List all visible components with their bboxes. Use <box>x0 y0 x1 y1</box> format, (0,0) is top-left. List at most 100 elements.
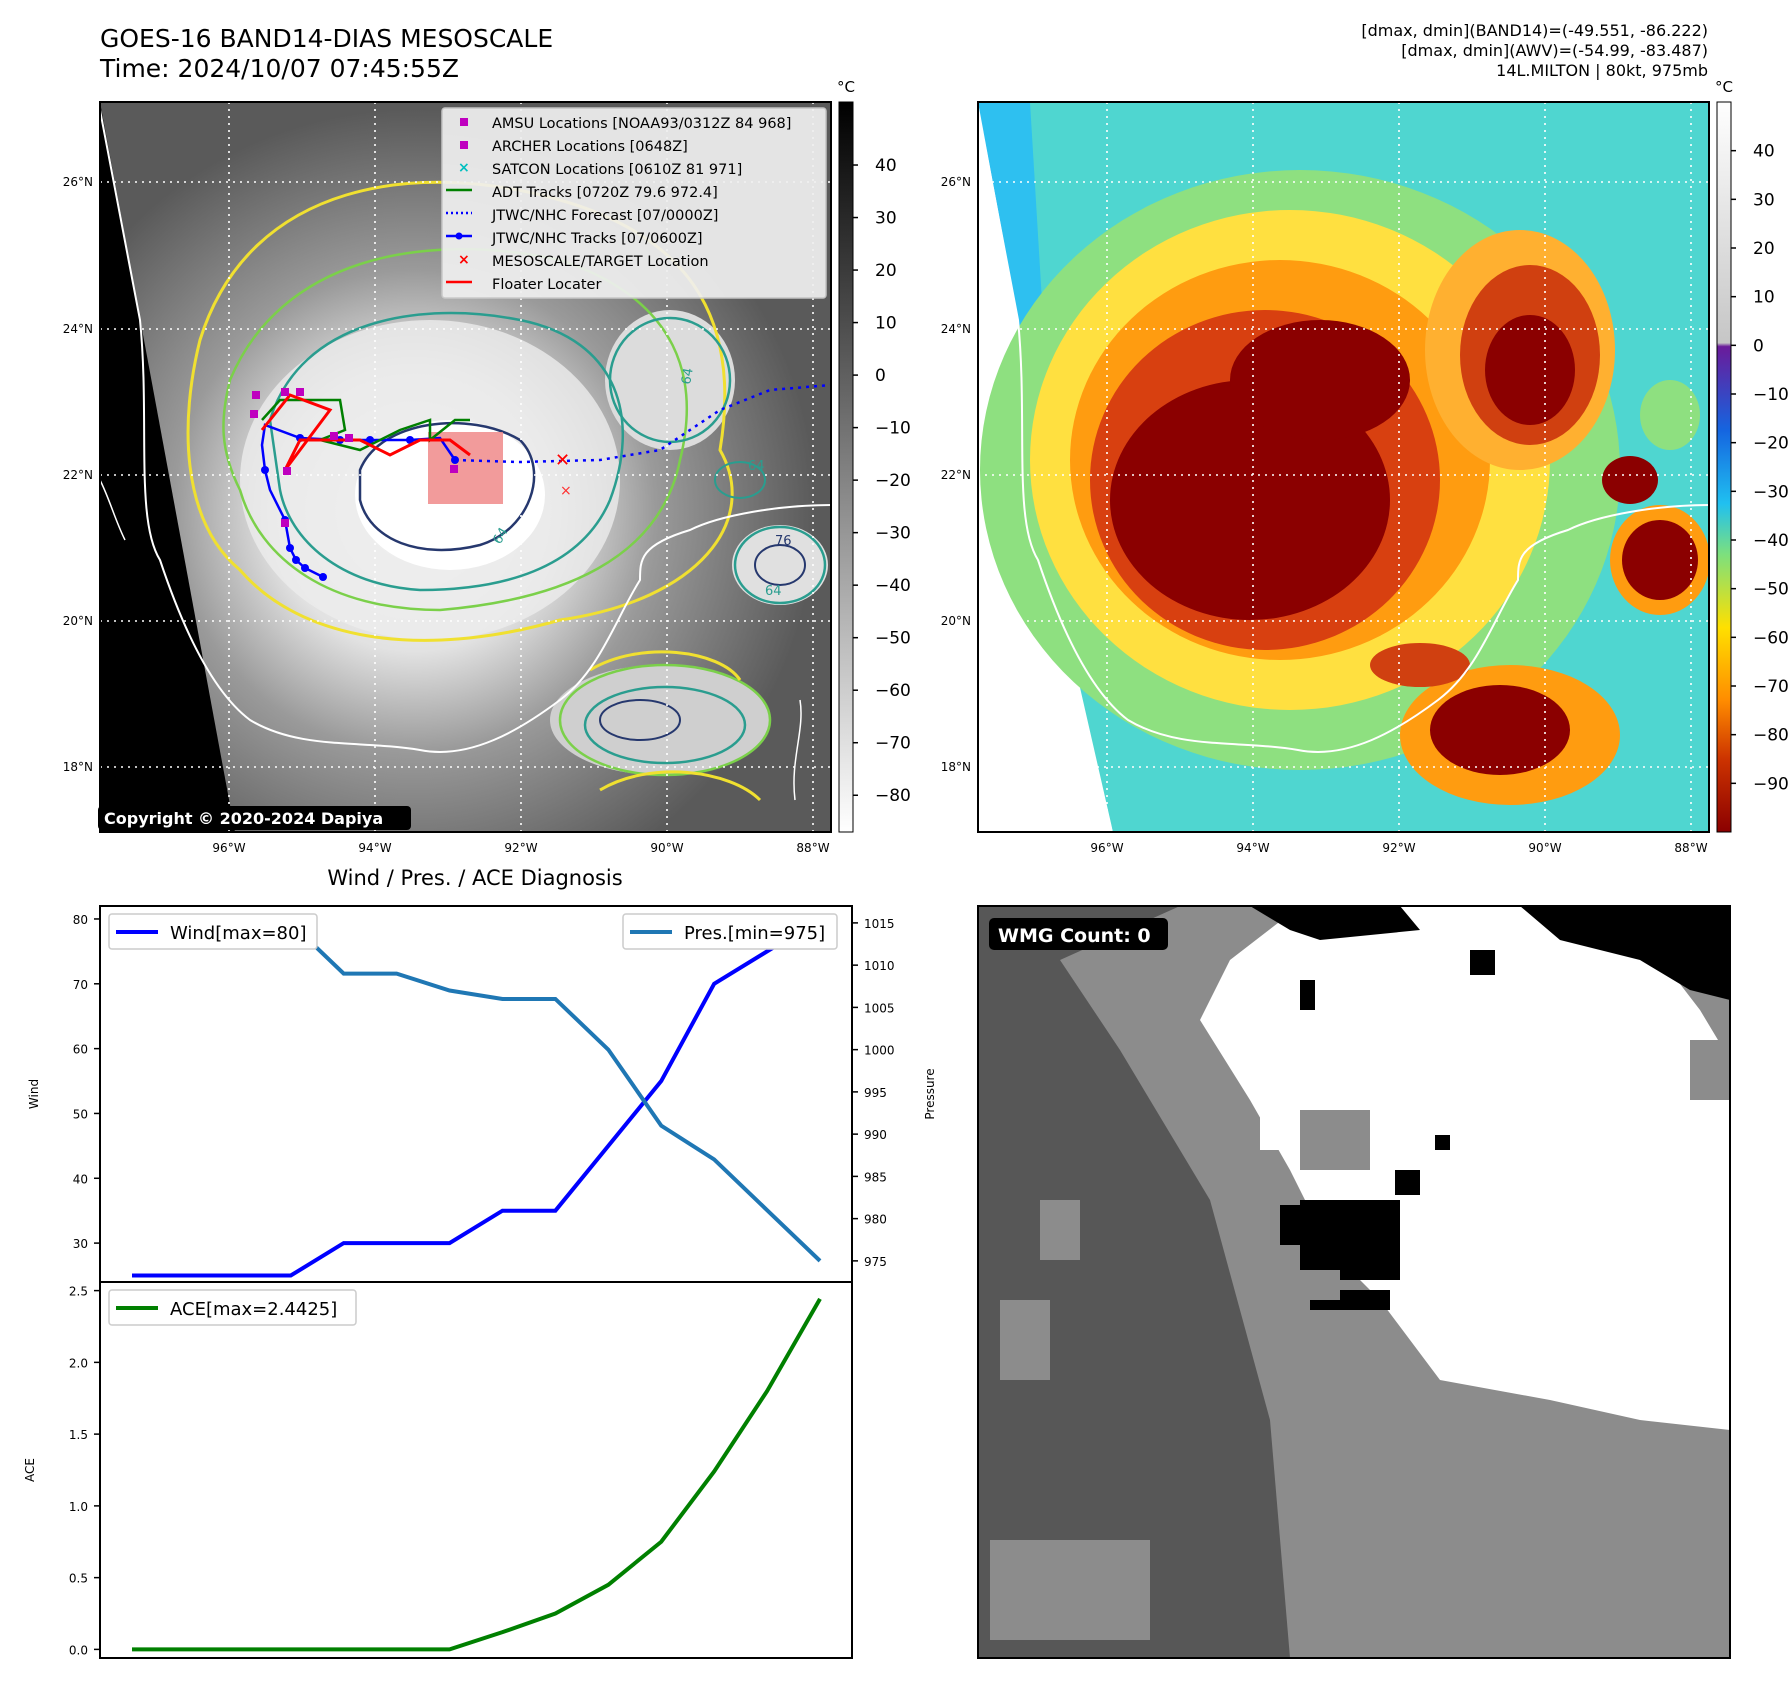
ir-map-frame <box>99 101 832 833</box>
pressure-tick-label: 990 <box>864 1128 887 1142</box>
colorbar-tick-label: −30 <box>1753 482 1789 502</box>
info-line: [dmax, dmin](BAND14)=(-49.551, -86.222) <box>1361 21 1708 40</box>
colorbar-tick-label: −60 <box>1753 628 1789 648</box>
info-line: [dmax, dmin](AWV)=(-54.99, -83.487) <box>1401 41 1708 60</box>
wind-series-line <box>132 917 822 1278</box>
colorbar-tick-label: 40 <box>875 156 897 176</box>
colorbar-tick-label: −10 <box>875 419 911 439</box>
best-track <box>260 423 457 579</box>
contour-navy <box>358 421 536 552</box>
lon-tick-label: 90°W <box>1528 841 1561 855</box>
colorbar-tick-label: 40 <box>1753 142 1775 162</box>
colorbar-tick-label: −80 <box>1753 726 1789 746</box>
wind-tick-label: 50 <box>73 1107 88 1121</box>
colorbar-tick-label: 30 <box>1753 190 1775 210</box>
colorbar-tick-label: −70 <box>875 734 911 754</box>
lon-tick-label: 92°W <box>1382 841 1415 855</box>
lat-tick-label: 26°N <box>941 175 971 189</box>
info-line: 14L.MILTON | 80kt, 975mb <box>1496 61 1708 80</box>
colorbar-tick-label: −30 <box>875 524 911 544</box>
lon-tick-label: 94°W <box>1236 841 1269 855</box>
legend-entry: JTWC/NHC Tracks [07/0600Z] <box>491 231 703 247</box>
lat-tick-label: 26°N <box>63 175 93 189</box>
pressure-tick-label: 1015 <box>864 917 895 931</box>
colorbar-tick-label: −20 <box>875 471 911 491</box>
colorbar-tick-label: −20 <box>1753 434 1789 454</box>
wind-tick-label: 80 <box>73 913 88 927</box>
legend-satcon-marker: × <box>458 160 470 176</box>
coastline <box>100 109 831 753</box>
ace-tick-label: 2.5 <box>69 1285 88 1299</box>
lat-tick-label: 18°N <box>941 760 971 774</box>
lon-tick-label: 92°W <box>504 841 537 855</box>
colorbar-tick-label: −90 <box>1753 774 1789 794</box>
lon-tick-label: 88°W <box>1674 841 1707 855</box>
lat-tick-label: 24°N <box>63 322 93 336</box>
adt-track <box>261 398 470 452</box>
copyright-badge: Copyright © 2020-2024 Dapiya <box>98 806 411 830</box>
colorbar-tick-label: 30 <box>875 209 897 229</box>
colorbar-tick-label: 0 <box>1753 336 1764 356</box>
legend-entry: JTWC/NHC Forecast [07/0000Z] <box>491 208 718 224</box>
svg-text:Copyright © 2020-2024 Dapiya: Copyright © 2020-2024 Dapiya <box>104 809 383 828</box>
colorbar-tick-label: −40 <box>875 576 911 596</box>
lat-tick-label: 22°N <box>941 468 971 482</box>
ace-tick-label: 0.0 <box>69 1643 88 1657</box>
lon-tick-label: 94°W <box>358 841 391 855</box>
ace-chart: 2.5 2.0 1.5 1.0 0.5 0.0 ACE ACE[max=2.4425] <box>23 1281 853 1659</box>
colorbar-tick-label: 0 <box>875 366 886 386</box>
ace-tick-label: 2.0 <box>69 1356 88 1370</box>
wind-axis-label: Wind <box>27 1079 41 1109</box>
target-marker: × <box>560 483 572 499</box>
contour-teal <box>268 311 624 592</box>
ace-legend: ACE[max=2.4425] <box>108 1289 357 1326</box>
colorbar-tick-label: −60 <box>875 681 911 701</box>
wind-pressure-chart: 80 70 60 50 40 30 1015 1010 1005 1000 995 990 985 980… <box>27 905 937 1283</box>
colorbar-tick-label: −50 <box>875 629 911 649</box>
wind-tick-label: 60 <box>73 1043 88 1057</box>
colorbar-tick-label: 20 <box>1753 239 1775 259</box>
legend-entry: AMSU Locations [NOAA93/0312Z 84 968] <box>492 116 791 132</box>
pressure-tick-label: 1000 <box>864 1044 895 1058</box>
legend-amsu-marker <box>460 118 468 126</box>
colorbar-tick-label: −40 <box>1753 531 1789 551</box>
awv-map-frame <box>977 101 1710 833</box>
legend-entry: MESOSCALE/TARGET Location <box>492 254 709 270</box>
lat-tick-label: 18°N <box>63 760 93 774</box>
ir-axis-labels: 96°W 94°W 92°W 90°W 88°W 26°N 24°N 22°N … <box>63 175 830 855</box>
pressure-tick-label: 1005 <box>864 1001 895 1015</box>
awv-gridlines <box>978 102 1709 832</box>
pressure-axis-label: Pressure <box>923 1068 937 1119</box>
legend-entry: ACE[max=2.4425] <box>170 1299 337 1320</box>
legend-entry: ARCHER Locations [0648Z] <box>492 139 688 155</box>
lat-tick-label: 24°N <box>941 322 971 336</box>
awv-map <box>978 102 1709 832</box>
floater-box <box>428 432 503 504</box>
wind-tick-label: 30 <box>73 1237 88 1251</box>
figure-time: Time: 2024/10/07 07:45:55Z <box>100 54 459 83</box>
colorbar-tick-label: −50 <box>1753 580 1789 600</box>
colorbar-tick-label: 10 <box>1753 288 1775 308</box>
awv-coastline <box>978 109 1709 753</box>
pressure-tick-label: 975 <box>864 1255 887 1269</box>
colorbar-tick-label: −10 <box>1753 385 1789 405</box>
legend-entry: Wind[max=80] <box>170 923 307 944</box>
legend-entry: ADT Tracks [0720Z 79.6 972.4] <box>492 185 718 201</box>
pressure-tick-label: 1010 <box>864 959 895 973</box>
lat-tick-label: 22°N <box>63 468 93 482</box>
pressure-legend: Pres.[min=975] <box>622 913 838 950</box>
lon-tick-label: 96°W <box>212 841 245 855</box>
legend-entry: Floater Locater <box>492 277 601 293</box>
pressure-tick-label: 985 <box>864 1170 887 1184</box>
legend-entry: SATCON Locations [0610Z 81 971] <box>492 162 742 178</box>
colorbar-tick-label: −70 <box>1753 677 1789 697</box>
contour-label: 76 <box>775 534 792 549</box>
ace-series-line <box>132 1297 822 1652</box>
colorbar-tick-label: 20 <box>875 261 897 281</box>
wmg-count-label: WMG Count: 0 <box>998 925 1151 947</box>
lon-tick-label: 88°W <box>796 841 829 855</box>
lon-tick-label: 96°W <box>1090 841 1123 855</box>
ir-colorbar: °C 40 30 20 10 0 −10 −20 −30 −40 −50 −60 −70 −80 <box>837 78 911 833</box>
ace-tick-label: 1.5 <box>69 1428 88 1442</box>
